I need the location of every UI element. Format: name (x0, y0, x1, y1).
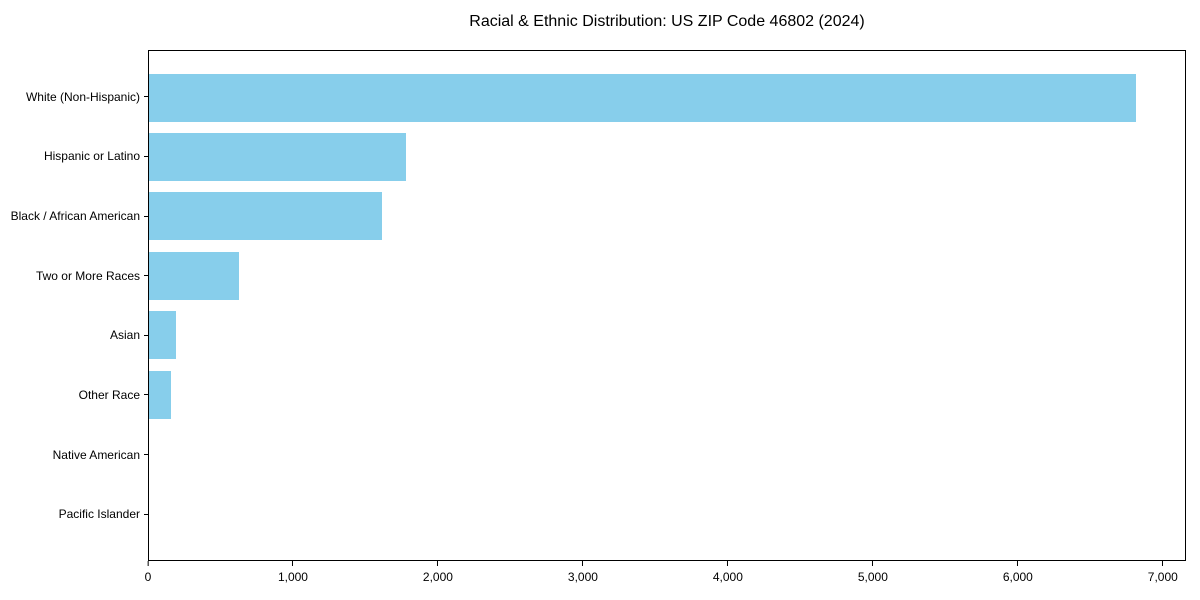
y-axis-tick-mark (144, 513, 148, 515)
y-axis-label-native-american: Native American (52, 447, 140, 462)
bar-row-other-race (149, 365, 1185, 424)
y-axis-category-row: Two or More Races (0, 246, 148, 306)
y-axis-tick-mark (144, 96, 148, 98)
chart-title: Racial & Ethnic Distribution: US ZIP Cod… (469, 13, 865, 30)
y-axis-tick-mark (144, 454, 148, 456)
x-axis-tick-label: 2,000 (422, 570, 453, 584)
x-axis-tick-label: 0 (144, 570, 152, 584)
x-axis-tick-mark (147, 561, 149, 566)
y-axis-category-row: Native American (0, 425, 148, 485)
x-axis-tick-1-000: 1,000 (278, 561, 308, 584)
y-axis-label-hispanic-or-latino: Hispanic or Latino (43, 149, 140, 164)
x-axis-tick-mark (292, 561, 294, 566)
bar-hispanic-or-latino (149, 133, 406, 182)
x-axis-tick-mark (727, 561, 729, 566)
x-axis-tick-mark (582, 561, 584, 566)
y-axis-tick-mark (144, 155, 148, 157)
y-axis-label-pacific-islander: Pacific Islander (58, 507, 140, 522)
bar-black-african-american (149, 192, 382, 241)
bar-row-two-or-more-races (149, 246, 1185, 305)
bar-row-black-african-american (149, 187, 1185, 246)
x-axis-tick-label: 5,000 (857, 570, 888, 584)
x-axis-tick-mark (1017, 561, 1019, 566)
y-axis-label-other-race: Other Race (78, 387, 140, 402)
x-axis-ticks: 0 1,000 2,000 3,000 4,000 5,000 6,000 7,000 (144, 561, 1186, 593)
y-axis-label-asian: Asian (109, 328, 140, 343)
bars-container (149, 51, 1185, 560)
y-axis-labels: White (Non-Hispanic) Hispanic or Latino Bl… (0, 50, 148, 561)
bar-row-white-non-hispanic (149, 68, 1185, 127)
y-axis-category-row: Asian (0, 306, 148, 366)
bar-row-native-american (149, 424, 1185, 483)
x-axis-tick-7-000: 7,000 (1148, 561, 1178, 584)
y-axis-label-black-african-american: Black / African American (10, 209, 140, 224)
x-axis-tick-mark (872, 561, 874, 566)
y-axis-label-white-non-hispanic: White (Non-Hispanic) (25, 89, 140, 104)
y-axis-tick-mark (144, 334, 148, 336)
x-axis-tick-mark (437, 561, 439, 566)
y-axis-category-row: Pacific Islander (0, 484, 148, 544)
x-axis-tick-label: 6,000 (1002, 570, 1033, 584)
bar-white-non-hispanic (149, 73, 1136, 122)
y-axis-tick-mark (144, 215, 148, 217)
bar-asian (149, 311, 176, 360)
y-axis-tick-mark (144, 275, 148, 277)
x-axis-tick-2-000: 2,000 (423, 561, 453, 584)
x-axis-tick-3-000: 3,000 (568, 561, 598, 584)
bar-row-hispanic-or-latino (149, 127, 1185, 186)
x-axis-tick-label: 7,000 (1147, 570, 1178, 584)
x-axis-tick-0: 0 (144, 561, 152, 584)
y-axis-category-row: Black / African American (0, 186, 148, 246)
y-axis-category-row: White (Non-Hispanic) (0, 67, 148, 127)
x-axis-tick-label: 4,000 (712, 570, 743, 584)
x-axis-tick-mark (1162, 561, 1164, 566)
bar-row-asian (149, 306, 1185, 365)
x-axis-tick-label: 1,000 (277, 570, 308, 584)
y-axis-category-row: Hispanic or Latino (0, 127, 148, 187)
bar-row-pacific-islander (149, 484, 1185, 543)
bar-other-race (149, 370, 171, 419)
x-axis-tick-6-000: 6,000 (1003, 561, 1033, 584)
y-axis-tick-mark (144, 394, 148, 396)
x-axis-tick-5-000: 5,000 (858, 561, 888, 584)
x-axis-tick-label: 3,000 (567, 570, 598, 584)
y-axis-category-row: Other Race (0, 365, 148, 425)
bar-two-or-more-races (149, 251, 239, 300)
y-axis-label-two-or-more-races: Two or More Races (35, 268, 140, 283)
x-axis-tick-4-000: 4,000 (713, 561, 743, 584)
plot-area (148, 50, 1186, 561)
